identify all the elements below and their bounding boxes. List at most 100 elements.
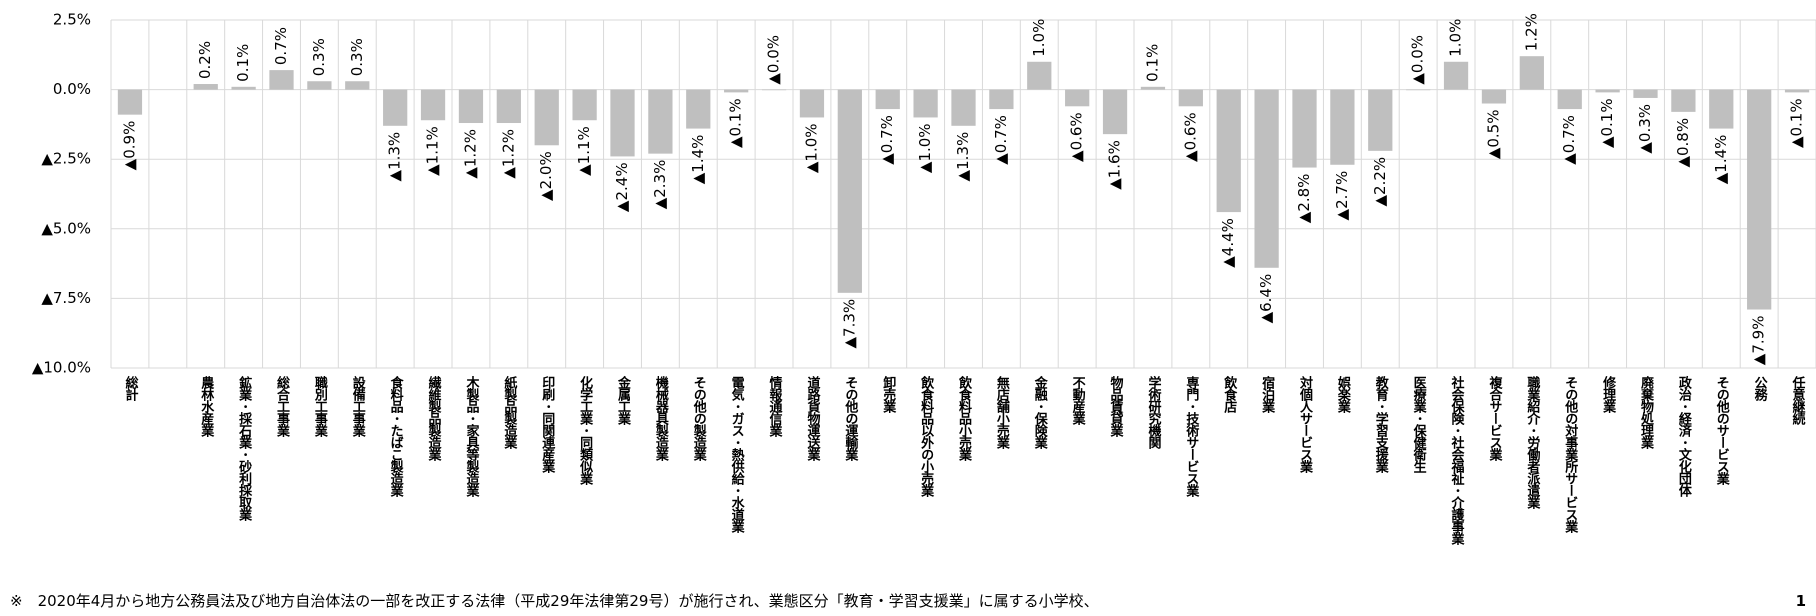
x-tick-label: 対個人サービス業 <box>1297 375 1314 474</box>
value-label: ▲1.3% <box>954 132 972 182</box>
value-label: ▲1.6% <box>1106 140 1124 190</box>
y-tick-label: 0.0% <box>53 80 91 98</box>
bar <box>1330 89 1355 165</box>
value-label: ▲4.4% <box>1219 218 1237 268</box>
bar <box>951 89 976 126</box>
bar <box>1784 89 1810 93</box>
x-tick-label: その他の製造業 <box>691 376 708 462</box>
x-tick-label: 任意継続 <box>1790 375 1807 426</box>
value-label: ▲1.2% <box>461 129 479 179</box>
value-label: ▲2.8% <box>1295 174 1313 224</box>
x-tick-label: 化学工業･同類似業 <box>577 375 594 486</box>
x-tick-label: 不動産業 <box>1070 376 1087 426</box>
value-label: ▲2.7% <box>1333 171 1351 221</box>
value-label: ▲2.2% <box>1371 157 1389 207</box>
x-tick-label: 教育･学習支援業 <box>1373 375 1390 474</box>
x-tick-label: 職別工事業 <box>312 375 329 438</box>
x-tick-label: 農林水産業 <box>198 375 215 438</box>
x-tick-label: 道路貨物運送業 <box>804 375 821 462</box>
x-tick-label: 医療業･保健衛生 <box>1411 376 1428 473</box>
value-label: ▲2.4% <box>613 162 631 212</box>
bar <box>761 89 787 91</box>
bar <box>307 81 332 90</box>
value-label: ▲0.7% <box>1560 115 1578 165</box>
bar <box>1065 89 1090 107</box>
value-label: 0.1% <box>234 44 252 82</box>
bar <box>1368 89 1393 151</box>
bar <box>1216 89 1241 213</box>
bar <box>117 89 143 115</box>
x-tick-label: 総計 <box>122 375 138 402</box>
page-number: 1 <box>1796 592 1806 610</box>
bar <box>496 89 521 124</box>
value-label: 0.1% <box>1143 44 1161 82</box>
value-label: ▲1.4% <box>1712 135 1730 185</box>
value-label: ▲0.1% <box>1788 98 1806 148</box>
bar <box>1443 61 1469 90</box>
x-tick-label: その他の運輸業 <box>842 376 859 462</box>
x-tick-label: 卸売業 <box>880 375 897 414</box>
value-label: ▲6.4% <box>1257 274 1275 324</box>
x-tick-label: 食料品･たばこ製造業 <box>388 375 405 498</box>
y-tick-label: ▲5.0% <box>41 219 91 237</box>
x-tick-label: 飲食店 <box>1221 375 1238 414</box>
bar <box>458 89 484 124</box>
bar <box>1633 89 1658 98</box>
bar <box>1595 89 1620 93</box>
value-label: 0.2% <box>196 41 214 79</box>
x-tick-label: 総合工事業 <box>274 375 291 438</box>
y-tick-label: ▲2.5% <box>41 150 91 168</box>
value-label: ▲7.3% <box>840 299 858 349</box>
bar <box>383 89 408 126</box>
bar <box>269 70 294 90</box>
bar <box>724 89 749 93</box>
x-tick-label: 複合サービス業 <box>1486 375 1503 462</box>
value-label: ▲1.0% <box>916 123 934 173</box>
value-label: 1.2% <box>1522 13 1540 51</box>
bar <box>837 89 862 293</box>
x-tick-label: 飲食料品以外の小売業 <box>918 375 935 498</box>
value-label: ▲1.0% <box>802 123 820 173</box>
value-label: ▲1.3% <box>386 132 404 182</box>
y-tick-label: ▲7.5% <box>41 289 91 307</box>
value-label: ▲2.0% <box>537 151 555 201</box>
bar <box>1406 89 1431 91</box>
value-label: ▲0.8% <box>1674 118 1692 168</box>
value-label: ▲0.9% <box>120 121 138 171</box>
x-tick-label: その他の対事業所サービス業 <box>1562 376 1579 534</box>
x-tick-label: 社会保険･社会福祉･介護事業 <box>1449 375 1466 546</box>
x-tick-label: 設備工事業 <box>350 375 367 438</box>
x-tick-label: 機械器具製造業 <box>653 375 670 462</box>
bar <box>610 89 635 157</box>
y-tick-label: 2.5% <box>53 11 91 29</box>
bar <box>913 89 938 118</box>
bar <box>1557 89 1582 110</box>
value-label: ▲0.7% <box>878 115 896 165</box>
x-tick-label: 娯楽業 <box>1335 375 1352 414</box>
value-label: ▲0.0% <box>765 35 783 85</box>
bar <box>1102 89 1128 135</box>
bar <box>1140 86 1166 90</box>
value-label: ▲0.1% <box>1598 98 1616 148</box>
value-label: 0.7% <box>272 27 290 65</box>
bar <box>1481 89 1507 104</box>
x-tick-label: その他のサービス業 <box>1714 376 1731 486</box>
value-label: ▲0.5% <box>1484 110 1502 160</box>
bar <box>875 89 900 110</box>
x-tick-label: 紙製品製造業 <box>501 375 518 450</box>
bar <box>686 89 711 129</box>
value-label: ▲1.1% <box>575 126 593 176</box>
x-tick-label: 情報通信業 <box>767 375 784 438</box>
x-tick-label: 電気･ガス･熱供給･水道業 <box>729 376 746 534</box>
value-label: ▲0.6% <box>1181 112 1199 162</box>
bar <box>1178 89 1203 107</box>
value-label: 0.3% <box>348 38 366 76</box>
value-label: ▲1.1% <box>424 126 442 176</box>
value-label: ▲7.9% <box>1750 316 1768 366</box>
bar <box>1671 89 1696 112</box>
value-label: ▲0.0% <box>1409 35 1427 85</box>
x-tick-label: 修理業 <box>1600 375 1617 414</box>
x-tick-label: 金属工業 <box>615 375 632 426</box>
